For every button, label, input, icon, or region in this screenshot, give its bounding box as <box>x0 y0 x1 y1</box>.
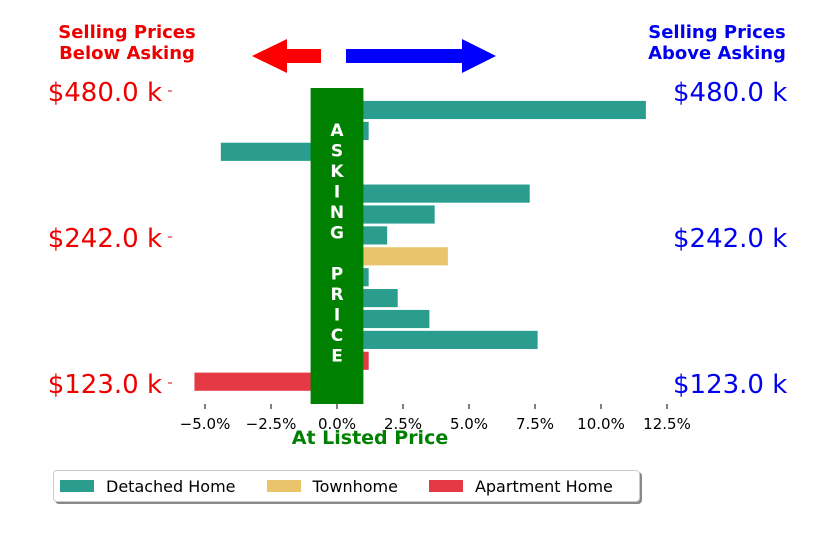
y-tick-label-right: $480.0 k <box>673 78 787 108</box>
legend-label: Townhome <box>312 476 398 496</box>
y-tick-label-right: $242.0 k <box>673 224 787 254</box>
legend-swatch <box>60 480 94 492</box>
header-above-line1: Selling Prices <box>648 22 786 43</box>
asking-band-letter: A <box>330 121 344 141</box>
asking-band-letter: I <box>334 183 340 203</box>
header-below-line1: Selling Prices <box>58 22 196 43</box>
asking-band-letter: E <box>331 347 343 367</box>
x-tick-label: 7.5% <box>516 415 554 433</box>
bar <box>337 184 530 203</box>
asking-band-letter: K <box>330 162 344 182</box>
asking-band-letter: S <box>331 142 343 162</box>
x-tick-label: 2.5% <box>384 415 422 433</box>
asking-band-letter: I <box>334 306 340 326</box>
legend-item-apartment: Apartment Home <box>428 476 613 496</box>
header-above-line2: Above Asking <box>648 43 786 64</box>
bar <box>337 247 448 266</box>
x-axis: −5.0% −2.5% 0.0% 2.5% 5.0% 7.5% 10.0% 12.5% <box>180 404 691 433</box>
asking-band-rect <box>310 88 364 404</box>
legend-label: Apartment Home <box>474 476 613 496</box>
x-tick-label: 10.0% <box>577 415 625 433</box>
y-axis: $480.0 k $242.0 k $123.0 k $480.0 k $242.0 k… <box>48 78 788 400</box>
y-tick-label-left: $123.0 k <box>48 370 162 400</box>
bar <box>337 330 538 349</box>
left-arrow-icon <box>252 39 321 73</box>
y-tick-label-right: $123.0 k <box>673 370 787 400</box>
x-tick-label: 5.0% <box>450 415 488 433</box>
asking-band-letter: P <box>331 265 343 285</box>
legend-swatch <box>428 480 463 492</box>
header-below-asking: Selling Prices Below Asking <box>27 22 227 64</box>
bar <box>337 100 646 120</box>
x-axis-label: At Listed Price <box>292 427 448 449</box>
right-arrow-icon <box>346 39 496 73</box>
x-tick-label: −2.5% <box>246 415 297 433</box>
legend: Detached Home Townhome Apartment Home <box>53 470 640 502</box>
bars-layer <box>194 100 646 391</box>
asking-band-letter: G <box>330 224 344 244</box>
legend-item-detached: Detached Home <box>60 477 236 496</box>
asking-band-letter: R <box>330 285 343 305</box>
bar <box>220 142 337 161</box>
legend-swatch <box>266 480 301 492</box>
x-tick-label: −5.0% <box>180 415 231 433</box>
header-above-asking: Selling Prices Above Asking <box>617 22 817 64</box>
x-tick-label: 0.0% <box>318 415 356 433</box>
asking-band-letter: C <box>331 326 343 346</box>
y-tick-label-left: $480.0 k <box>48 78 162 108</box>
bar <box>194 372 337 391</box>
legend-label: Detached Home <box>106 476 236 496</box>
x-tick-label: 12.5% <box>643 415 691 433</box>
direction-arrows <box>252 39 496 73</box>
legend-item-townhome: Townhome <box>266 476 398 496</box>
asking-band-letter: N <box>330 203 344 223</box>
header-below-line2: Below Asking <box>59 43 195 64</box>
y-tick-label-left: $242.0 k <box>48 224 162 254</box>
